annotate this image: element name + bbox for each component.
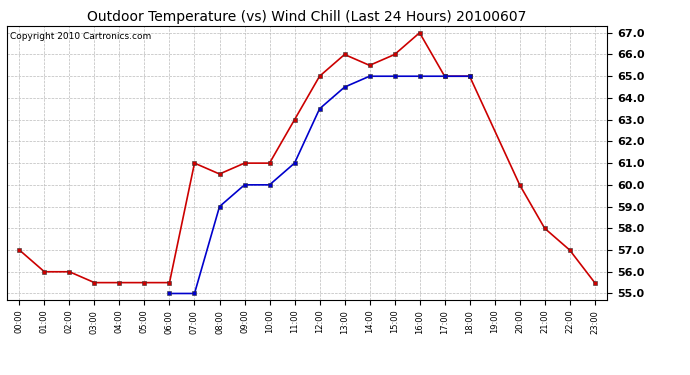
Text: Copyright 2010 Cartronics.com: Copyright 2010 Cartronics.com [10, 32, 151, 41]
Title: Outdoor Temperature (vs) Wind Chill (Last 24 Hours) 20100607: Outdoor Temperature (vs) Wind Chill (Las… [88, 10, 526, 24]
